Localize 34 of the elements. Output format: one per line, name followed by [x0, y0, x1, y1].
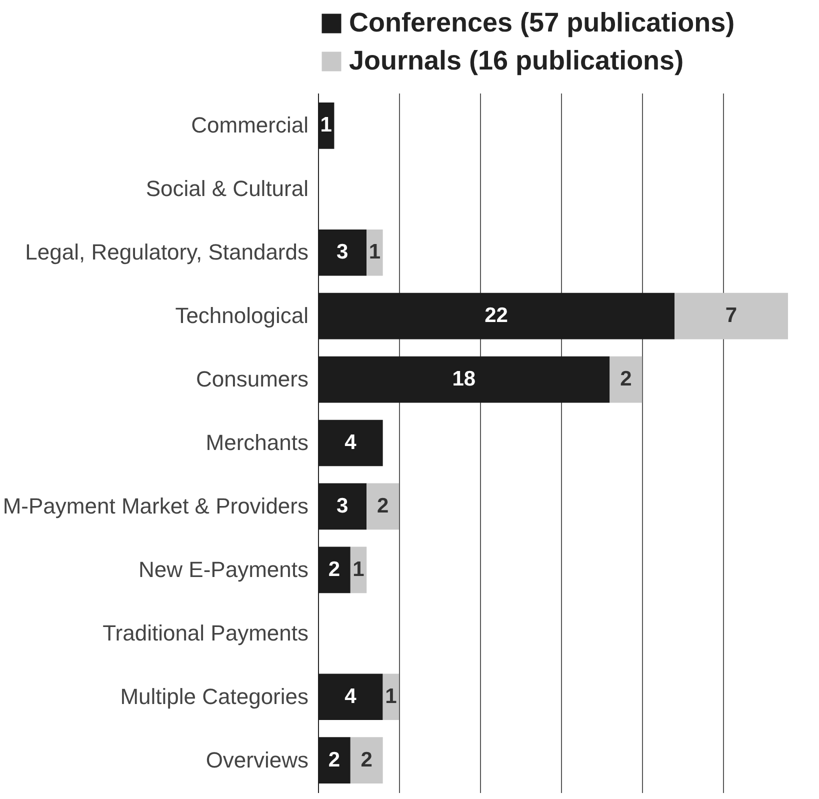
y-tick-label: Social & Cultural [146, 176, 308, 202]
data-label: 7 [725, 304, 738, 328]
bar [350, 737, 383, 784]
data-label: 2 [376, 494, 389, 518]
legend-label: Conferences (57 publications) [349, 8, 735, 38]
data-label: 1 [385, 684, 398, 708]
data-label: 3 [336, 494, 348, 518]
bar [610, 356, 642, 403]
data-label: 1 [352, 558, 365, 581]
bar [366, 483, 400, 530]
y-tick-label: Overviews [206, 747, 308, 772]
data-label: 4 [344, 431, 357, 454]
y-tick-label: Merchants [206, 430, 308, 455]
bar [366, 229, 383, 276]
data-label: 18 [452, 368, 476, 391]
data-label: 22 [484, 304, 508, 328]
y-tick-label: New E-Payments [138, 556, 308, 582]
data-label: 3 [336, 240, 348, 264]
data-label: 4 [344, 684, 357, 708]
data-label: 2 [328, 748, 340, 772]
y-tick-label: Legal, Regulatory, Standards [25, 240, 308, 265]
data-label: 1 [368, 240, 381, 264]
legend-label: Journals (16 publications) [349, 46, 684, 76]
data-label: 2 [620, 368, 632, 391]
y-tick-label: M-Payment Market & Providers [2, 493, 308, 518]
y-tick-label: Consumers [196, 366, 308, 392]
data-label: 2 [328, 558, 340, 581]
bar [674, 292, 788, 340]
data-label: 1 [320, 114, 332, 137]
y-tick-label: Multiple Categories [120, 684, 308, 709]
y-tick-label: Traditional Payments [102, 620, 308, 646]
data-label: 2 [360, 748, 372, 772]
y-tick-label: Commercial [191, 112, 308, 138]
y-tick-label: Technological [175, 303, 308, 328]
